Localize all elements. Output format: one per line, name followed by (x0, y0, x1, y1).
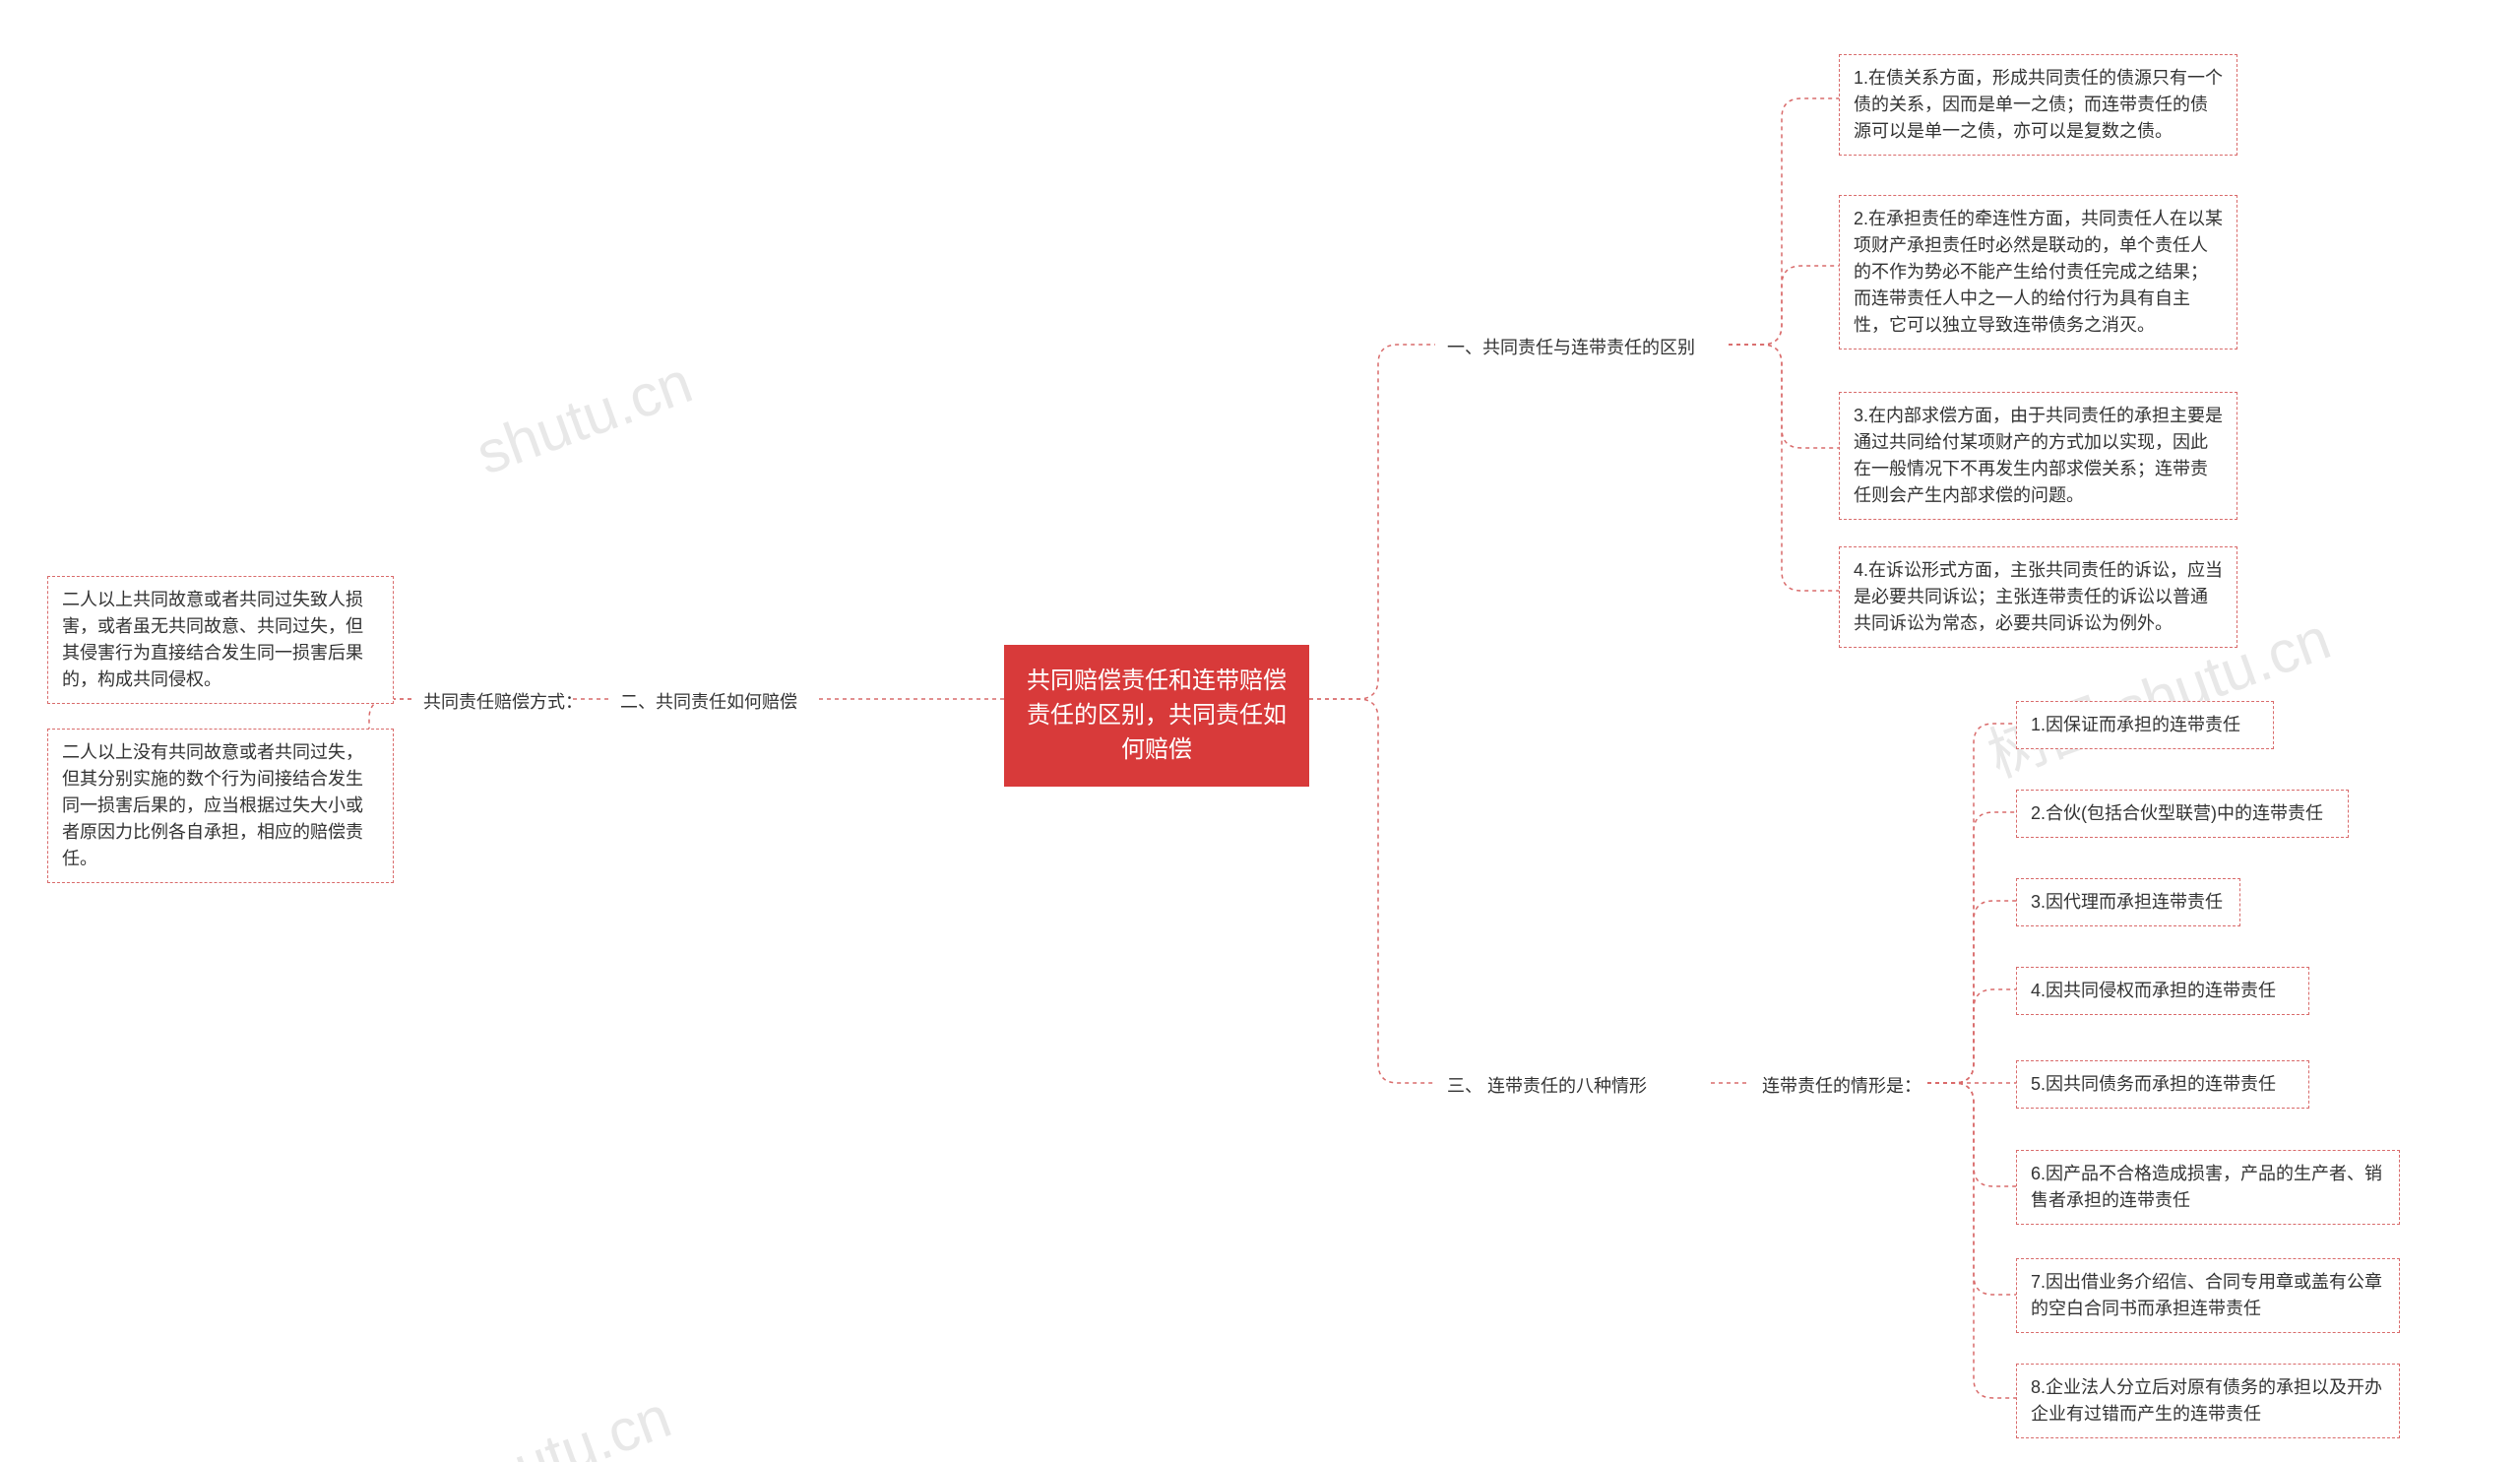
branch2-sub: 共同责任赔偿方式： (411, 681, 595, 724)
root-title: 共同赔偿责任和连带赔偿责任的区别，共同责任如何赔偿 (1027, 667, 1287, 763)
branch3-item-6-text: 6.因产品不合格造成损害，产品的生产者、销售者承担的连带责任 (2031, 1164, 2382, 1210)
branch2-title: 二、共同责任如何赔偿 (608, 681, 809, 724)
branch3-sub: 连带责任的情形是： (1750, 1065, 1933, 1108)
branch3-title: 三、 连带责任的八种情形 (1435, 1065, 1659, 1108)
branch3-item-1: 1.因保证而承担的连带责任 (2016, 701, 2274, 749)
branch3-item-3: 3.因代理而承担连带责任 (2016, 878, 2240, 926)
branch2-item-1-text: 二人以上共同故意或者共同过失致人损害，或者虽无共同故意、共同过失，但其侵害行为直… (62, 590, 363, 689)
branch3-item-8: 8.企业法人分立后对原有债务的承担以及开办企业有过错而产生的连带责任 (2016, 1364, 2400, 1438)
branch3-sub-text: 连带责任的情形是： (1762, 1076, 1922, 1096)
branch3-item-2: 2.合伙(包括合伙型联营)中的连带责任 (2016, 790, 2349, 838)
branch1-item-2-text: 2.在承担责任的牵连性方面，共同责任人在以某项财产承担责任时必然是联动的，单个责… (1854, 209, 2223, 335)
branch1-item-2: 2.在承担责任的牵连性方面，共同责任人在以某项财产承担责任时必然是联动的，单个责… (1839, 195, 2237, 350)
branch2-title-text: 二、共同责任如何赔偿 (620, 692, 797, 712)
branch2-item-2: 二人以上没有共同故意或者共同过失，但其分别实施的数个行为间接结合发生同一损害后果… (47, 729, 394, 883)
branch1-item-3-text: 3.在内部求偿方面，由于共同责任的承担主要是通过共同给付某项财产的方式加以实现，… (1854, 406, 2223, 505)
branch3-item-4: 4.因共同侵权而承担的连带责任 (2016, 967, 2309, 1015)
branch3-item-6: 6.因产品不合格造成损害，产品的生产者、销售者承担的连带责任 (2016, 1150, 2400, 1225)
mindmap-diagram: 共同赔偿责任和连带赔偿责任的区别，共同责任如何赔偿 一、共同责任与连带责任的区别… (0, 0, 2520, 1462)
branch3-item-5-text: 5.因共同债务而承担的连带责任 (2031, 1074, 2276, 1094)
branch2-sub-text: 共同责任赔偿方式： (423, 692, 583, 712)
branch2-item-2-text: 二人以上没有共同故意或者共同过失，但其分别实施的数个行为间接结合发生同一损害后果… (62, 742, 363, 868)
branch1-title-text: 一、共同责任与连带责任的区别 (1447, 338, 1695, 357)
branch3-item-5: 5.因共同债务而承担的连带责任 (2016, 1060, 2309, 1109)
branch3-item-4-text: 4.因共同侵权而承担的连带责任 (2031, 981, 2276, 1000)
branch1-item-4-text: 4.在诉讼形式方面，主张共同责任的诉讼，应当是必要共同诉讼；主张连带责任的诉讼以… (1854, 560, 2223, 633)
branch2-item-1: 二人以上共同故意或者共同过失致人损害，或者虽无共同故意、共同过失，但其侵害行为直… (47, 576, 394, 704)
branch3-item-8-text: 8.企业法人分立后对原有债务的承担以及开办企业有过错而产生的连带责任 (2031, 1377, 2382, 1424)
branch3-title-text: 三、 连带责任的八种情形 (1447, 1076, 1647, 1096)
branch3-item-3-text: 3.因代理而承担连带责任 (2031, 892, 2223, 912)
root-node: 共同赔偿责任和连带赔偿责任的区别，共同责任如何赔偿 (1004, 645, 1309, 787)
branch3-item-7-text: 7.因出借业务介绍信、合同专用章或盖有公章的空白合同书而承担连带责任 (2031, 1272, 2382, 1318)
branch1-item-1-text: 1.在债关系方面，形成共同责任的债源只有一个债的关系，因而是单一之债；而连带责任… (1854, 68, 2223, 141)
branch1-item-4: 4.在诉讼形式方面，主张共同责任的诉讼，应当是必要共同诉讼；主张连带责任的诉讼以… (1839, 546, 2237, 648)
branch1-item-1: 1.在债关系方面，形成共同责任的债源只有一个债的关系，因而是单一之债；而连带责任… (1839, 54, 2237, 156)
branch3-item-1-text: 1.因保证而承担的连带责任 (2031, 715, 2240, 734)
branch3-item-7: 7.因出借业务介绍信、合同专用章或盖有公章的空白合同书而承担连带责任 (2016, 1258, 2400, 1333)
branch3-item-2-text: 2.合伙(包括合伙型联营)中的连带责任 (2031, 803, 2323, 823)
branch1-title: 一、共同责任与连带责任的区别 (1435, 327, 1707, 369)
branch1-item-3: 3.在内部求偿方面，由于共同责任的承担主要是通过共同给付某项财产的方式加以实现，… (1839, 392, 2237, 520)
